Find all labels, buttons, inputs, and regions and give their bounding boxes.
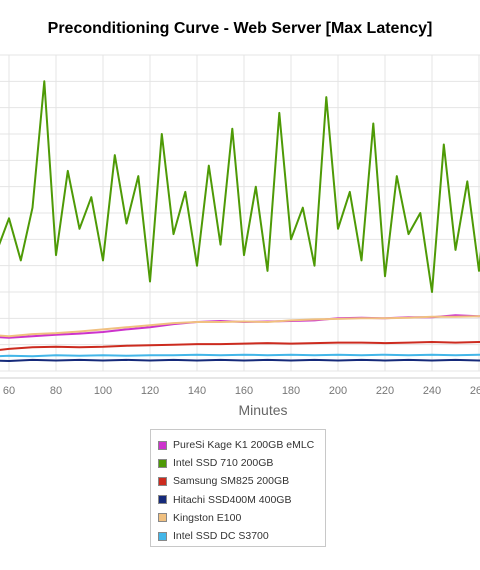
- series-line-5: [0, 315, 480, 338]
- legend-swatch: [158, 476, 167, 486]
- legend-item[interactable]: PureSi Kage K1 200GB eMLC: [158, 438, 314, 452]
- legend-swatch: [158, 440, 167, 450]
- legend-swatch: [158, 513, 167, 523]
- x-tick-label: 240: [423, 385, 441, 397]
- legend-label: Intel SSD 710 200GB: [173, 457, 274, 470]
- legend-swatch: [158, 531, 167, 541]
- x-tick-label: 120: [141, 385, 159, 397]
- legend-item[interactable]: Kingston E100: [158, 511, 241, 525]
- x-tick-label: 180: [282, 385, 300, 397]
- legend: PureSi Kage K1 200GB eMLC Intel SSD 710 2…: [150, 429, 326, 547]
- x-tick-label: 60: [3, 385, 15, 397]
- legend-item[interactable]: Intel SSD 710 200GB: [158, 456, 273, 470]
- legend-label: Intel SSD DC S3700: [173, 530, 269, 542]
- legend-item[interactable]: Samsung SM825 200GB: [158, 474, 289, 488]
- chart-plot-area: 6080100120140160180200220240260280: [0, 54, 480, 397]
- x-tick-labels: 6080100120140160180200220240260280: [3, 385, 480, 397]
- legend-swatch: [158, 495, 167, 505]
- x-tick-label: 100: [94, 385, 112, 397]
- chart-title: Preconditioning Curve - Web Server [Max …: [47, 20, 433, 37]
- x-tick-label: 160: [235, 385, 253, 397]
- series-lines: [0, 80, 480, 362]
- x-axis-label: Minutes: [238, 402, 288, 418]
- series-line-3: [0, 340, 480, 351]
- x-tick-label: 140: [188, 385, 206, 397]
- x-tick-label: 220: [376, 385, 394, 397]
- legend-swatch: [158, 458, 167, 468]
- x-tick-label: 200: [329, 385, 347, 397]
- series-line-2: [0, 80, 480, 293]
- x-tick-label: 260: [470, 385, 480, 397]
- legend-label: Hitachi SSD400M 400GB: [173, 493, 292, 506]
- series-line-6: [0, 353, 480, 358]
- x-tick-label: 80: [50, 385, 62, 397]
- series-line-4: [0, 358, 480, 362]
- legend-label: Kingston E100: [173, 511, 242, 524]
- legend-item[interactable]: Intel SSD DC S3700: [158, 529, 269, 543]
- legend-item[interactable]: Hitachi SSD400M 400GB: [158, 493, 291, 507]
- legend-label: PureSi Kage K1 200GB eMLC: [173, 439, 315, 451]
- legend-label: Samsung SM825 200GB: [173, 475, 290, 488]
